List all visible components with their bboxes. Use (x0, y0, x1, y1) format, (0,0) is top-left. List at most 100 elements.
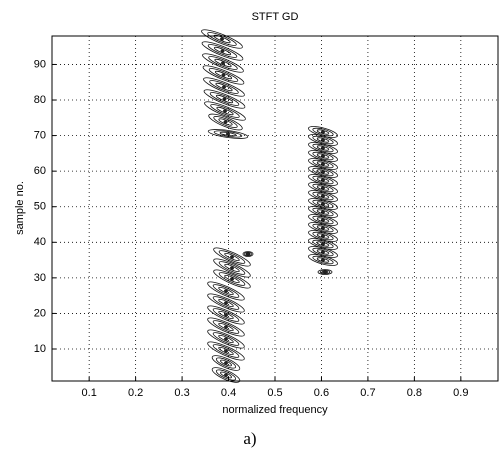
x-tick-label: 0.3 (174, 387, 189, 399)
contour-core (224, 349, 228, 353)
contour-line (213, 46, 232, 56)
contour-line (218, 310, 234, 320)
contour-line (316, 137, 330, 143)
x-axis-label: normalized frequency (222, 404, 328, 416)
contour-line (209, 92, 240, 106)
contour-blob (207, 329, 245, 349)
contours (201, 29, 338, 383)
contour-line (312, 199, 334, 209)
contour-line (211, 355, 241, 371)
contour-core (321, 258, 325, 262)
contour-line (213, 116, 238, 128)
contour-line (218, 298, 234, 308)
contour-line (218, 261, 246, 275)
contour-blob (207, 305, 245, 325)
contour-line (312, 167, 334, 177)
contour-blob (207, 293, 245, 313)
contour-core (221, 73, 226, 77)
contour-line (204, 101, 246, 121)
chart-title: STFT GD (252, 11, 299, 23)
contour-line (312, 159, 334, 169)
contour-line (218, 322, 234, 332)
contour-line (212, 296, 240, 310)
contour-core (321, 154, 325, 158)
contour-line (207, 341, 245, 361)
contour-line (212, 344, 240, 358)
contour-blob (308, 238, 338, 250)
contour-core (221, 61, 225, 65)
contour-core (321, 242, 325, 246)
contour-line (207, 317, 245, 337)
contour-line (218, 346, 234, 356)
contour-line (220, 359, 232, 367)
contour-core (230, 266, 234, 270)
contour-core (321, 130, 325, 134)
contour-line (316, 241, 330, 247)
contour-line (316, 177, 330, 183)
contour-line (312, 255, 334, 265)
contour-line (207, 281, 245, 301)
contour-line (208, 68, 239, 82)
x-tick-label: 0.8 (407, 387, 422, 399)
contour-line (207, 305, 245, 325)
contour-core (321, 162, 325, 166)
x-tick-label: 0.7 (360, 387, 375, 399)
contour-line (312, 127, 334, 137)
contour-core (321, 178, 325, 182)
contour-blob (203, 77, 245, 97)
contour-blob (207, 281, 245, 301)
y-tick-label: 10 (34, 343, 46, 355)
contour-line (224, 274, 240, 284)
contour-line (215, 94, 234, 104)
contour-blob (208, 113, 243, 131)
contour-line (207, 129, 249, 139)
contour-line (202, 53, 244, 73)
contour-line (207, 329, 245, 349)
contour-line (212, 320, 240, 334)
contour-line (316, 193, 330, 199)
x-tick-label: 0.2 (128, 387, 143, 399)
contour-blob (213, 258, 251, 278)
contour-core (220, 49, 225, 53)
contour-core (321, 194, 325, 198)
contour-line (213, 247, 251, 267)
contour-line (207, 44, 238, 58)
contour-core (224, 373, 228, 377)
contour-core (222, 85, 226, 89)
contour-blob (308, 254, 338, 266)
contour-line (213, 269, 251, 289)
contour-core (246, 252, 250, 256)
contour-line (316, 169, 330, 175)
contour-blob (308, 166, 338, 178)
contour-line (312, 231, 334, 241)
contour-line (218, 286, 234, 296)
contour-core (321, 218, 325, 222)
contour-core (223, 109, 227, 113)
contour-core (224, 361, 228, 365)
contour-core (224, 289, 228, 293)
contour-line (312, 207, 334, 217)
contour-core (321, 146, 325, 150)
y-tick-label: 50 (34, 201, 46, 213)
contour-line (208, 56, 238, 70)
contour-line (212, 284, 240, 298)
contour-line (316, 129, 330, 135)
contour-core (224, 337, 228, 341)
contour-line (312, 143, 334, 153)
y-tick-label: 40 (34, 236, 46, 248)
contour-blob (203, 89, 246, 109)
y-tick-label: 90 (34, 58, 46, 70)
contour-line (316, 209, 330, 215)
contour-blob (308, 214, 338, 226)
contour-line (312, 247, 334, 257)
y-axis-label: sample no. (14, 181, 26, 235)
contour-line (316, 161, 330, 167)
contour-line (316, 217, 330, 223)
contour-line (316, 153, 330, 159)
contour-line (316, 249, 330, 255)
contour-line (218, 334, 234, 344)
contour-line (316, 257, 330, 263)
contour-line (218, 272, 246, 286)
contour-core (321, 202, 325, 206)
contour-blob (308, 222, 338, 234)
